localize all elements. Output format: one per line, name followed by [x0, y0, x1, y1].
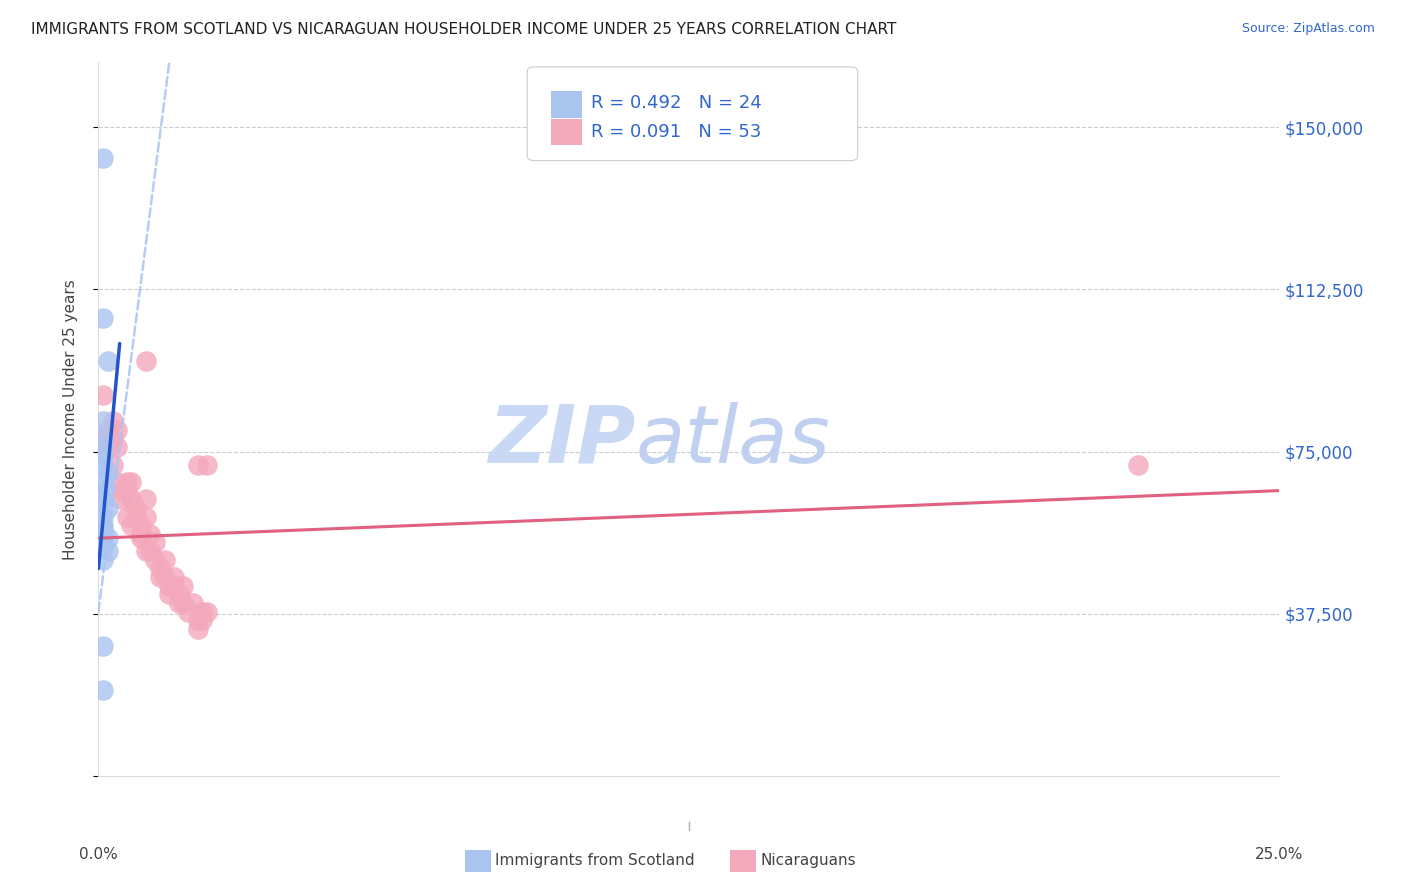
Point [191, 605, 214, 619]
Point [91, 449, 114, 463]
Point [91, 483, 114, 498]
Point [97, 544, 120, 558]
Point [191, 613, 214, 627]
Point [91, 509, 114, 524]
Point [91, 310, 114, 325]
Point [97, 531, 120, 545]
Point [129, 518, 152, 533]
Point [91, 682, 114, 697]
Point [129, 531, 152, 545]
Point [135, 544, 157, 558]
Point [91, 458, 114, 472]
Point [91, 553, 114, 567]
Point [135, 509, 157, 524]
Text: 25.0%: 25.0% [1256, 847, 1303, 863]
Point [143, 553, 166, 567]
Point [97, 441, 120, 455]
Point [101, 432, 124, 446]
Text: IMMIGRANTS FROM SCOTLAND VS NICARAGUAN HOUSEHOLDER INCOME UNDER 25 YEARS CORRELA: IMMIGRANTS FROM SCOTLAND VS NICARAGUAN H… [31, 22, 896, 37]
Point [167, 596, 190, 610]
Point [181, 596, 204, 610]
Point [91, 535, 114, 549]
Point [97, 467, 120, 481]
Point [167, 587, 190, 601]
Point [135, 492, 157, 507]
Point [121, 518, 143, 533]
Point [135, 354, 157, 368]
Point [111, 492, 134, 507]
Point [177, 605, 200, 619]
Point [111, 483, 134, 498]
Text: ZIP: ZIP [488, 401, 636, 480]
Point [172, 596, 194, 610]
Point [172, 579, 194, 593]
Text: R = 0.492   N = 24: R = 0.492 N = 24 [591, 95, 761, 112]
Point [105, 441, 128, 455]
Text: Nicaraguans: Nicaraguans [761, 854, 856, 869]
Text: Source: ZipAtlas.com: Source: ZipAtlas.com [1241, 22, 1375, 36]
Point [91, 151, 114, 165]
Point [101, 458, 124, 472]
Point [91, 475, 114, 489]
Point [121, 475, 143, 489]
Point [97, 423, 120, 437]
Point [91, 492, 114, 507]
Point [129, 526, 152, 541]
Text: 0.0%: 0.0% [79, 847, 118, 863]
Point [97, 354, 120, 368]
Point [91, 526, 114, 541]
Point [91, 414, 114, 428]
Point [91, 523, 114, 537]
Point [101, 414, 124, 428]
Point [143, 535, 166, 549]
Point [163, 570, 186, 584]
Point [187, 613, 209, 627]
Point [91, 640, 114, 654]
Point [163, 579, 186, 593]
Point [115, 509, 138, 524]
Point [91, 432, 114, 446]
Bar [464, 849, 491, 872]
Point [91, 432, 114, 446]
Point [97, 500, 120, 515]
Point [157, 579, 180, 593]
Text: atlas: atlas [636, 401, 831, 480]
Text: R = 0.091   N = 53: R = 0.091 N = 53 [591, 123, 761, 141]
Point [115, 483, 138, 498]
Point [153, 570, 176, 584]
Point [125, 500, 148, 515]
Point [153, 553, 176, 567]
Point [91, 441, 114, 455]
Y-axis label: Householder Income Under 25 years: Householder Income Under 25 years [63, 279, 77, 559]
Point [195, 458, 218, 472]
Point [149, 570, 172, 584]
Point [91, 518, 114, 533]
Bar [730, 849, 756, 872]
Point [149, 561, 172, 575]
Point [139, 526, 162, 541]
Point [139, 544, 162, 558]
Point [91, 388, 114, 402]
Point [121, 492, 143, 507]
Point [195, 605, 218, 619]
Point [125, 509, 148, 524]
Point [187, 622, 209, 636]
Point [157, 587, 180, 601]
Point [1126, 458, 1149, 472]
Point [105, 423, 128, 437]
Point [91, 540, 114, 554]
Text: Immigrants from Scotland: Immigrants from Scotland [495, 854, 695, 869]
Point [187, 458, 209, 472]
Point [115, 475, 138, 489]
Point [105, 475, 128, 489]
